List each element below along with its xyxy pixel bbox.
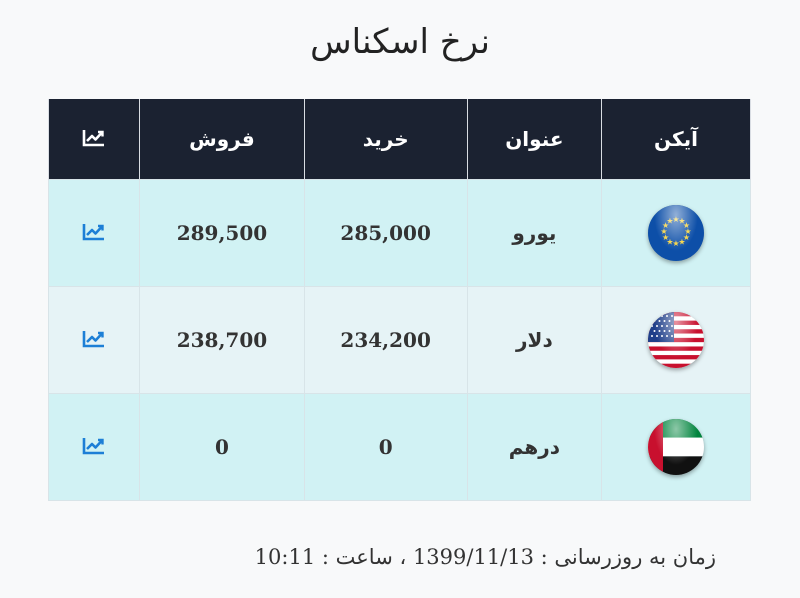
svg-text:★: ★ bbox=[662, 233, 669, 242]
svg-text:★: ★ bbox=[684, 227, 691, 236]
chart-line-icon[interactable] bbox=[82, 436, 106, 460]
flag-cell bbox=[600, 286, 752, 394]
header-name: عنوان bbox=[466, 99, 602, 180]
currency-name: درهم bbox=[466, 393, 602, 501]
currency-name: یورو bbox=[466, 179, 602, 287]
buy-price: 285,000 bbox=[303, 179, 468, 287]
chart-line-icon bbox=[82, 128, 106, 152]
svg-text:★: ★ bbox=[672, 215, 679, 224]
header-sell: فروش bbox=[139, 99, 305, 180]
svg-text:★: ★ bbox=[660, 227, 667, 236]
sell-price: 0 bbox=[139, 393, 305, 501]
svg-text:★: ★ bbox=[662, 221, 669, 230]
header-buy: خرید bbox=[303, 99, 468, 180]
buy-price: 0 bbox=[303, 393, 468, 501]
header-icon: آیکن bbox=[600, 99, 752, 180]
flag-cell: ★ ★ ★ ★ ★ ★ ★ ★ ★ ★ ★ ★ bbox=[600, 179, 752, 287]
svg-text:★: ★ bbox=[683, 221, 690, 230]
chart-cell bbox=[47, 179, 141, 287]
svg-text:★: ★ bbox=[672, 239, 679, 248]
table-row: ★ ★ ★ ★ ★ ★ ★ ★ ★ ★ ★ ★ bbox=[47, 179, 752, 287]
page-title: نرخ اسکناس bbox=[310, 22, 490, 62]
eu-flag-icon: ★ ★ ★ ★ ★ ★ ★ ★ ★ ★ ★ ★ bbox=[647, 205, 704, 261]
chart-line-icon[interactable] bbox=[82, 329, 106, 353]
last-update-separator: ، ساعت : bbox=[321, 545, 407, 569]
table-row: دلار 234,200 238,700 bbox=[47, 286, 752, 394]
currency-name: دلار bbox=[466, 286, 602, 394]
svg-text:★: ★ bbox=[678, 237, 685, 246]
header-chart bbox=[47, 99, 141, 180]
buy-price: 234,200 bbox=[303, 286, 468, 394]
uae-flag-icon bbox=[647, 419, 704, 475]
sell-price: 289,500 bbox=[139, 179, 305, 287]
last-update: زمان به روزرسانی : 1399/11/13 ، ساعت : 1… bbox=[255, 545, 716, 569]
sell-price: 238,700 bbox=[139, 286, 305, 394]
chart-cell bbox=[47, 393, 141, 501]
svg-text:★: ★ bbox=[666, 237, 673, 246]
chart-cell bbox=[47, 286, 141, 394]
svg-text:★: ★ bbox=[666, 217, 673, 226]
last-update-date: 1399/11/13 bbox=[412, 545, 534, 569]
table-header-row: آیکن عنوان خرید فروش bbox=[47, 99, 752, 180]
currency-rates-table: آیکن عنوان خرید فروش bbox=[47, 99, 752, 501]
svg-text:★: ★ bbox=[678, 217, 685, 226]
flag-cell bbox=[600, 393, 752, 501]
last-update-label: زمان به روزرسانی : bbox=[540, 545, 716, 569]
us-flag-icon bbox=[647, 312, 704, 368]
svg-text:★: ★ bbox=[683, 233, 690, 242]
table-row: درهم 0 0 bbox=[47, 393, 752, 501]
last-update-time: 10:11 bbox=[254, 545, 316, 569]
chart-line-icon[interactable] bbox=[82, 222, 106, 246]
